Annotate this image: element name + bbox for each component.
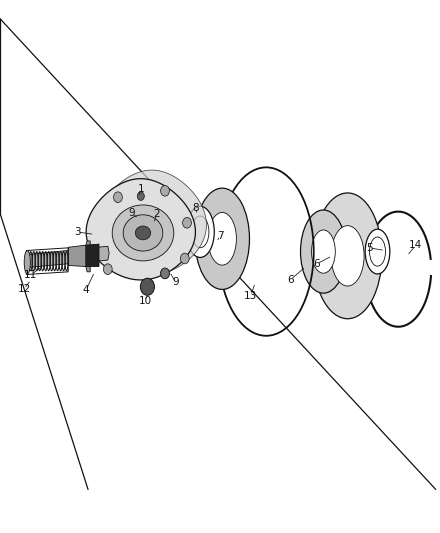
Text: 5: 5: [366, 243, 373, 253]
Circle shape: [140, 278, 154, 295]
Text: 3: 3: [73, 227, 81, 237]
Text: 1: 1: [137, 184, 144, 194]
Circle shape: [114, 192, 122, 203]
Text: 7: 7: [216, 231, 224, 240]
Ellipse shape: [301, 210, 346, 293]
Polygon shape: [86, 179, 195, 280]
Ellipse shape: [313, 193, 382, 319]
Polygon shape: [26, 246, 109, 268]
Circle shape: [161, 185, 169, 196]
Text: 2: 2: [153, 209, 160, 219]
Ellipse shape: [370, 237, 385, 266]
Circle shape: [137, 192, 144, 200]
Text: 4: 4: [82, 286, 89, 295]
Text: 6: 6: [287, 275, 294, 285]
Text: 14: 14: [409, 240, 422, 250]
Circle shape: [183, 217, 191, 228]
Text: 11: 11: [24, 270, 37, 280]
Ellipse shape: [195, 188, 249, 289]
Circle shape: [161, 268, 169, 279]
Circle shape: [161, 268, 169, 279]
Polygon shape: [97, 170, 206, 274]
Ellipse shape: [112, 205, 174, 261]
Circle shape: [103, 264, 112, 274]
Ellipse shape: [186, 206, 214, 257]
Ellipse shape: [136, 226, 150, 240]
Polygon shape: [68, 241, 90, 272]
Circle shape: [180, 253, 189, 264]
Ellipse shape: [123, 215, 163, 251]
Ellipse shape: [365, 229, 390, 274]
Text: 12: 12: [18, 284, 31, 294]
Text: 9: 9: [172, 278, 180, 287]
Text: 10: 10: [139, 296, 152, 306]
Ellipse shape: [312, 230, 335, 273]
Text: 6: 6: [313, 259, 320, 269]
Ellipse shape: [208, 213, 236, 265]
Ellipse shape: [191, 216, 209, 248]
Ellipse shape: [24, 251, 30, 274]
Ellipse shape: [331, 225, 364, 286]
Text: 9: 9: [128, 208, 136, 218]
Polygon shape: [86, 244, 99, 266]
Text: 13: 13: [244, 291, 257, 301]
Text: 8: 8: [192, 203, 199, 213]
